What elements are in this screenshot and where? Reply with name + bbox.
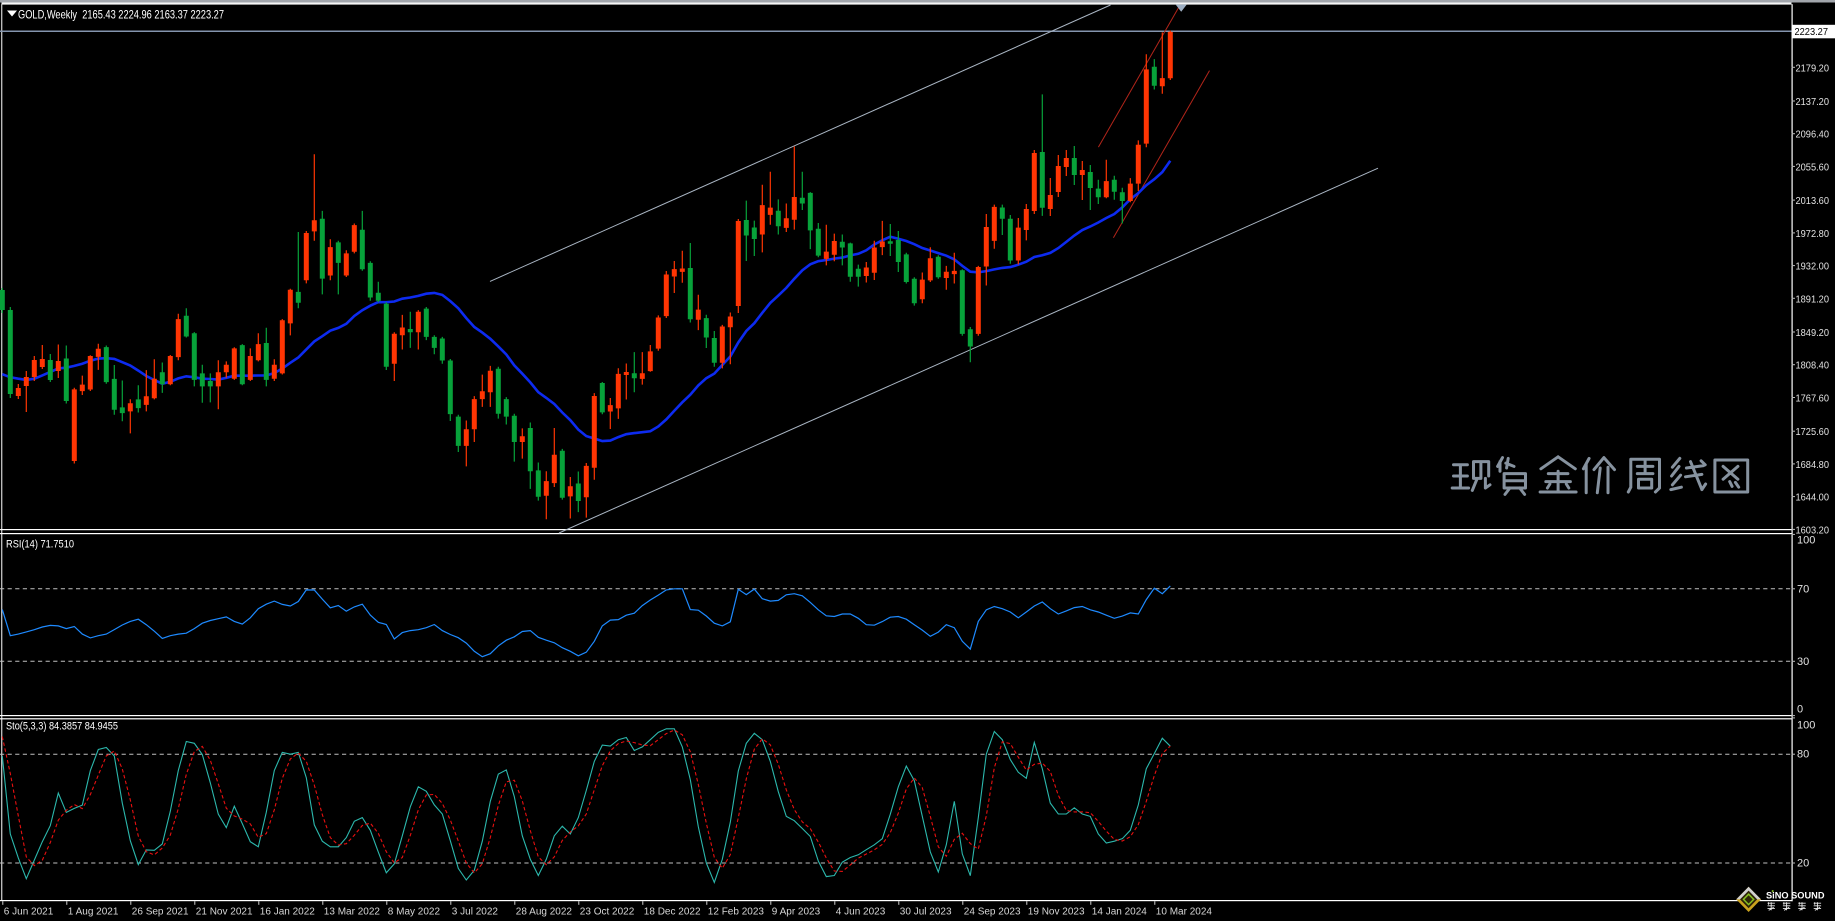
svg-text:10 Mar 2024: 10 Mar 2024 bbox=[1156, 907, 1213, 918]
svg-text:1808.40: 1808.40 bbox=[1796, 360, 1830, 372]
svg-text:16 Jan 2022: 16 Jan 2022 bbox=[260, 907, 315, 918]
svg-text:70: 70 bbox=[1797, 583, 1809, 595]
svg-text:2137.20: 2137.20 bbox=[1796, 96, 1830, 108]
svg-text:1932.00: 1932.00 bbox=[1796, 261, 1830, 273]
svg-text:26 Sep 2021: 26 Sep 2021 bbox=[132, 907, 189, 918]
svg-text:100: 100 bbox=[1797, 535, 1815, 547]
svg-text:2096.40: 2096.40 bbox=[1796, 129, 1830, 141]
svg-text:30: 30 bbox=[1797, 656, 1809, 668]
svg-text:1849.20: 1849.20 bbox=[1796, 327, 1830, 339]
svg-text:2223.27: 2223.27 bbox=[1795, 26, 1829, 38]
svg-text:1891.20: 1891.20 bbox=[1796, 293, 1830, 305]
svg-text:Sto(5,3,3) 84.3857 84.9455: Sto(5,3,3) 84.3857 84.9455 bbox=[6, 721, 118, 733]
svg-text:1972.80: 1972.80 bbox=[1796, 228, 1830, 240]
svg-text:21 Nov 2021: 21 Nov 2021 bbox=[196, 907, 253, 918]
svg-text:8 May 2022: 8 May 2022 bbox=[388, 907, 441, 918]
svg-text:24 Sep 2023: 24 Sep 2023 bbox=[964, 907, 1021, 918]
svg-text:23 Oct 2022: 23 Oct 2022 bbox=[580, 907, 635, 918]
svg-text:1725.60: 1725.60 bbox=[1796, 426, 1830, 438]
svg-text:2055.60: 2055.60 bbox=[1796, 161, 1830, 173]
svg-text:1644.00: 1644.00 bbox=[1796, 492, 1830, 504]
svg-text:3 Jul 2022: 3 Jul 2022 bbox=[452, 907, 499, 918]
svg-text:100: 100 bbox=[1797, 720, 1815, 732]
svg-text:1767.60: 1767.60 bbox=[1796, 393, 1830, 405]
svg-text:2179.20: 2179.20 bbox=[1796, 62, 1830, 74]
svg-text:1603.20: 1603.20 bbox=[1796, 524, 1830, 536]
svg-text:RSI(14) 71.7510: RSI(14) 71.7510 bbox=[6, 539, 74, 551]
svg-text:18 Dec 2022: 18 Dec 2022 bbox=[644, 907, 701, 918]
svg-text:14 Jan 2024: 14 Jan 2024 bbox=[1092, 907, 1147, 918]
svg-text:80: 80 bbox=[1797, 749, 1809, 761]
svg-text:2013.60: 2013.60 bbox=[1796, 195, 1830, 207]
svg-text:9 Apr 2023: 9 Apr 2023 bbox=[772, 907, 821, 918]
svg-text:0: 0 bbox=[1797, 704, 1803, 716]
svg-text:20: 20 bbox=[1797, 858, 1809, 870]
svg-text:19 Nov 2023: 19 Nov 2023 bbox=[1028, 907, 1085, 918]
svg-text:6 Jun 2021: 6 Jun 2021 bbox=[4, 907, 54, 918]
svg-text:1684.80: 1684.80 bbox=[1796, 459, 1830, 471]
svg-text:4 Jun 2023: 4 Jun 2023 bbox=[836, 907, 886, 918]
svg-text:1 Aug 2021: 1 Aug 2021 bbox=[68, 907, 119, 918]
svg-text:30 Jul 2023: 30 Jul 2023 bbox=[900, 907, 952, 918]
svg-text:12 Feb 2023: 12 Feb 2023 bbox=[708, 907, 765, 918]
svg-text:28 Aug 2022: 28 Aug 2022 bbox=[516, 907, 573, 918]
svg-text:SiNO SOUND: SiNO SOUND bbox=[1766, 890, 1825, 900]
svg-text:GOLD,Weekly 2165.43 2224.96 2: GOLD,Weekly 2165.43 2224.96 2163.37 2223… bbox=[18, 8, 224, 22]
svg-text:13 Mar 2022: 13 Mar 2022 bbox=[324, 907, 381, 918]
